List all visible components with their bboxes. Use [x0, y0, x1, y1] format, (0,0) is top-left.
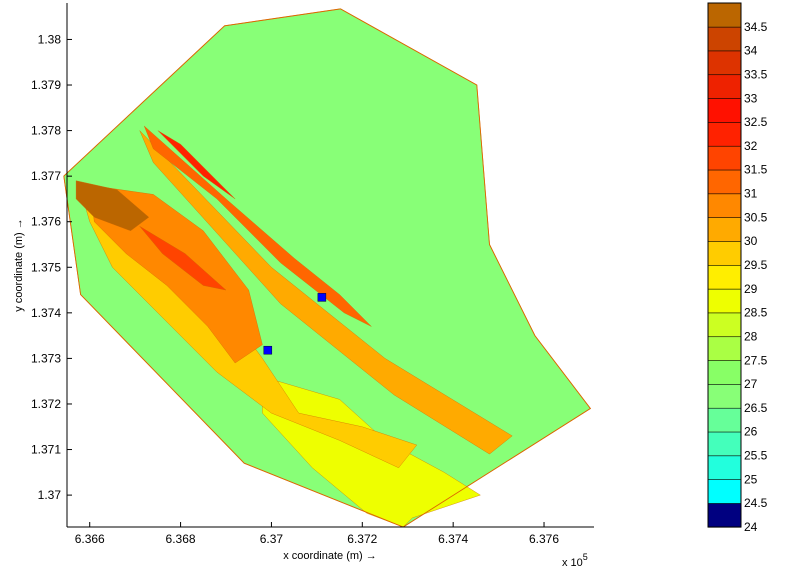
y-tick-label: 1.376 — [31, 215, 61, 229]
colorbar-tick-label: 26 — [744, 425, 758, 439]
x-axis-label: x coordinate (m) → — [283, 550, 377, 562]
y-tick-label: 1.379 — [31, 78, 61, 92]
colorbar-segment — [707, 336, 742, 361]
colorbar-frame — [707, 2, 742, 528]
x-exponent-power: 5 — [583, 552, 588, 562]
colorbar-tick-label: 33.5 — [744, 67, 768, 81]
colorbar-segment — [707, 455, 742, 480]
colorbar-segment — [707, 431, 742, 457]
x-tick-label: 6.372 — [347, 532, 377, 546]
contour-band-29-5 — [139, 130, 513, 455]
colorbar-segment — [707, 240, 742, 266]
x-exponent-base: x 10 — [562, 557, 583, 569]
colorbar-segment — [707, 145, 742, 171]
contour-band-31 — [143, 125, 372, 327]
colorbar-tick-label: 24.5 — [744, 496, 768, 510]
colorbar-segment — [707, 312, 742, 338]
colorbar-segment — [707, 169, 742, 195]
colorbar-tick-label: 29.5 — [744, 258, 768, 272]
colorbar-tick-label: 28.5 — [744, 306, 768, 320]
colorbar-tick-label: 27.5 — [744, 353, 768, 367]
colorbar-tick-label: 25.5 — [744, 449, 768, 463]
colorbar-tick-label: 31.5 — [744, 163, 768, 177]
y-tick-label: 1.372 — [31, 397, 61, 411]
colorbar-tick-label: 31 — [744, 187, 758, 201]
colorbar-tick-label: 33 — [744, 91, 758, 105]
y-tick-label: 1.377 — [31, 169, 61, 183]
y-axis-label: y coordinate (m) → — [13, 218, 25, 312]
colorbar-tick-label: 26.5 — [744, 401, 768, 415]
colorbar: 24 24.5 25 25.5 26 26.5 27 27.5 28 28.5 29 29.5 30 30… — [707, 2, 768, 534]
colorbar-segment — [707, 264, 742, 290]
x-tick-label: 6.37 — [260, 532, 284, 546]
colorbar-tick-label: 32.5 — [744, 115, 768, 129]
x-tick-label: 6.376 — [529, 532, 559, 546]
colorbar-segment — [707, 121, 742, 147]
contour-band-33 — [139, 226, 227, 291]
x-exponent-label: x 105 — [562, 552, 588, 569]
y-tick-label: 1.374 — [31, 306, 61, 320]
y-tick-label: 1.373 — [31, 351, 61, 365]
y-tick-label: 1.375 — [31, 260, 61, 274]
marker-2 — [263, 345, 273, 355]
contour-band-32 — [157, 130, 236, 200]
colorbar-tick-label: 27 — [744, 377, 758, 391]
colorbar-segment — [707, 50, 742, 76]
y-tick-label: 1.38 — [38, 32, 62, 46]
colorbar-segment — [707, 383, 742, 409]
colorbar-tick-label: 30 — [744, 234, 758, 248]
x-tick-label: 6.368 — [166, 532, 196, 546]
colorbar-segment — [707, 97, 742, 123]
colorbar-tick-label: 34 — [744, 44, 758, 58]
colorbar-tick-label: 34.5 — [744, 20, 768, 34]
colorbar-segment — [707, 359, 742, 385]
colorbar-segment — [707, 502, 742, 528]
contour-band-34 — [75, 180, 150, 232]
colorbar-segment — [707, 217, 742, 242]
colorbar-tick-label: 28 — [744, 329, 758, 343]
colorbar-segment — [707, 26, 742, 52]
colorbar-segment — [707, 288, 742, 314]
plot-area: 6.366 6.368 6.37 6.372 6.374 6.376 1.37 1.371 1.… — [31, 3, 594, 546]
colorbar-segment — [707, 407, 742, 433]
x-tick-label: 6.366 — [75, 532, 105, 546]
colorbar-tick-label: 24 — [744, 520, 758, 534]
colorbar-segment — [707, 479, 742, 504]
domain-outline — [63, 8, 592, 528]
marker-1 — [317, 293, 327, 302]
contour-band-30 — [89, 185, 263, 364]
colorbar-segment — [707, 2, 742, 28]
colorbar-tick-label: 25 — [744, 472, 758, 486]
colorbar-tick-label: 32 — [744, 139, 758, 153]
colorbar-tick-label: 29 — [744, 282, 758, 296]
y-tick-label: 1.37 — [38, 488, 62, 502]
y-tick-label: 1.378 — [31, 124, 61, 138]
x-tick-label: 6.374 — [438, 532, 468, 546]
colorbar-segment — [707, 74, 742, 99]
colorbar-segment — [707, 193, 742, 218]
y-tick-label: 1.371 — [31, 443, 61, 457]
colorbar-tick-label: 30.5 — [744, 210, 768, 224]
